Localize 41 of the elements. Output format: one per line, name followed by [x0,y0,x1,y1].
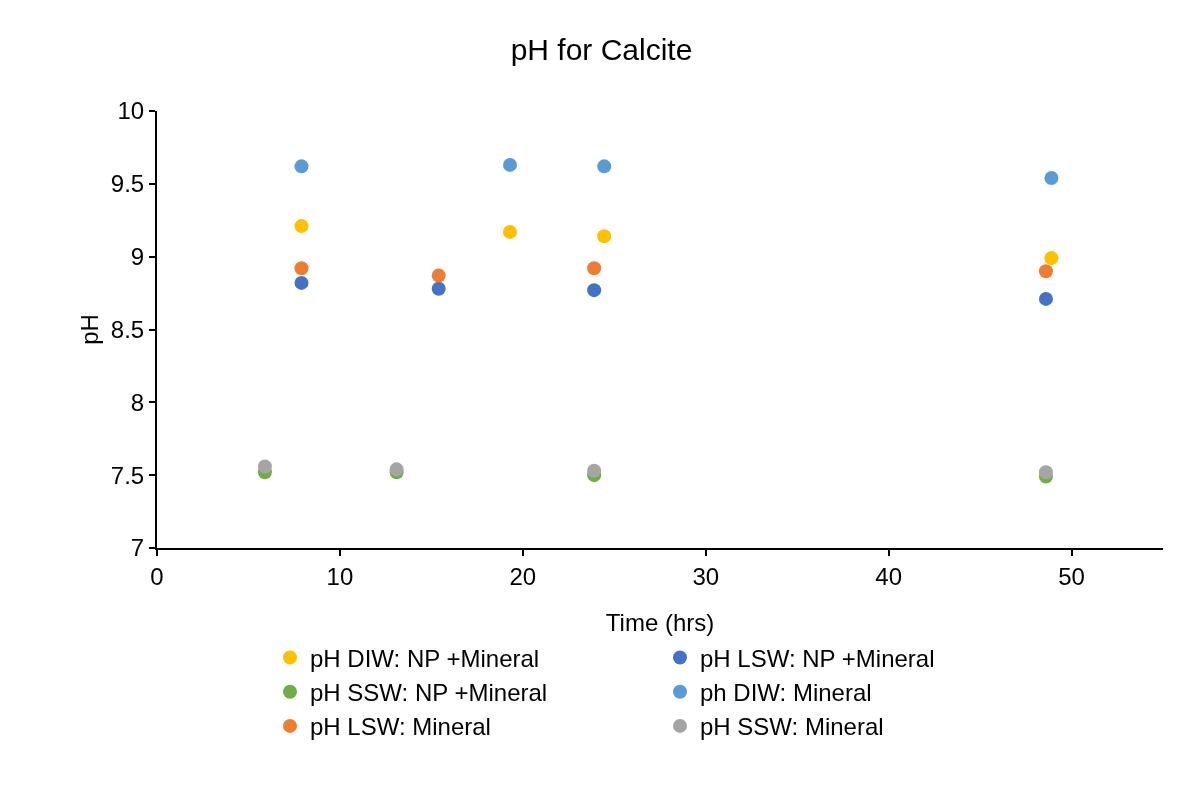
x-tick-label: 20 [509,562,537,590]
point [587,261,602,276]
y-tick-label: 9 [130,243,145,271]
x-tick-label: 40 [875,562,902,590]
point [597,229,612,244]
point [257,459,272,474]
y-axis-title: pH [76,314,103,345]
y-tick-label: 7 [130,534,145,562]
x-tick-label: 0 [150,562,164,590]
legend-label: ph DIW: Mineral [700,679,872,707]
point [431,281,446,296]
legend-label: pH SSW: NP +Mineral [310,679,548,707]
point [1038,291,1053,306]
point [587,463,602,478]
point [597,159,612,174]
point [1038,465,1053,480]
point [1044,251,1059,266]
x-tick-label: 10 [326,562,354,590]
legend-label: pH LSW: NP +Mineral [700,644,935,672]
point [503,157,518,172]
point [431,268,446,283]
y-tick-label: 9.5 [110,170,145,198]
point [1038,264,1053,279]
y-tick-label: 10 [117,97,145,125]
chart-title: pH for Calcite [510,33,693,67]
y-tick-label: 8.5 [110,315,145,343]
point [503,224,518,239]
point [1044,171,1059,185]
legend-label: pH DIW: NP +Mineral [310,644,540,672]
y-tick-label: 8 [130,388,145,416]
x-tick-label: 50 [1058,562,1085,590]
x-tick-label: 30 [692,562,720,590]
x-axis-title: Time (hrs) [605,609,715,636]
point [294,219,309,234]
y-tick-label: 7.5 [110,461,145,489]
point [294,275,309,290]
point [587,283,602,298]
legend-label: pH SSW: Mineral [700,713,884,741]
point [294,261,309,276]
legend-label: pH LSW: Mineral [310,713,491,741]
point [294,159,309,174]
